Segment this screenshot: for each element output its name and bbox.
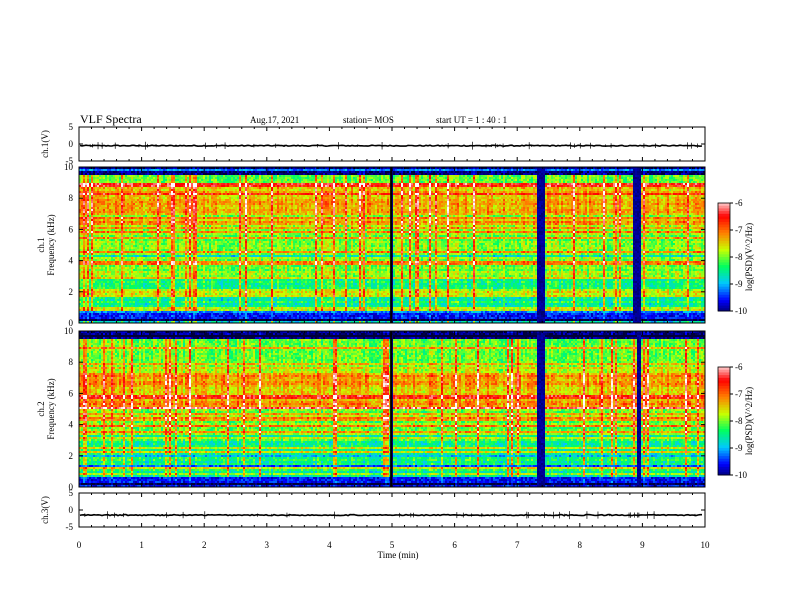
time-axis: 0 1 2 3 4 5 6 7 8 9 10 xyxy=(77,540,710,550)
x-axis-label: Time (min) xyxy=(378,550,419,560)
ch2-spectrogram-colorbar-tick-0: -6 xyxy=(735,362,743,372)
x-tick-6: 6 xyxy=(452,540,457,550)
ch2-colorbar: -6 -7 -8 -9 -10 log(PSD)(V^2/Hz) xyxy=(718,362,754,480)
ch2-spectrogram-ytick-1: 2 xyxy=(69,451,74,461)
ch2-spectrogram-channel-label: ch.2 xyxy=(36,401,46,416)
ch1-spectrogram-colorbar-tick-4: -10 xyxy=(735,306,747,316)
ch1-spectrogram-channel-label: ch.1 xyxy=(36,237,46,252)
ch3-waveform-ylabel: ch.3(V) xyxy=(40,496,50,524)
ch3-waveform-ytick-0: 5 xyxy=(69,488,74,498)
date-label: Aug.17, 2021 xyxy=(250,115,299,125)
ch3-waveform-panel: 5 0 -5 ch.3(V) xyxy=(40,488,705,532)
ch2-spectrogram-ylabel: Frequency (kHz) xyxy=(46,378,56,439)
x-tick-9: 9 xyxy=(640,540,645,550)
ch2-spectrogram-colorbar-label: log(PSD)(V^2/Hz) xyxy=(744,387,754,455)
ch2-spectrogram-gap-0 xyxy=(390,331,392,487)
ch2-spectrogram-cells xyxy=(79,331,705,487)
ch2-spectrogram-colorbar-tick-4: -10 xyxy=(735,470,747,480)
ch1-spectrogram-gap-0 xyxy=(390,167,392,323)
ch1-spectrogram-ylabel: Frequency (kHz) xyxy=(46,214,56,275)
x-tick-2: 2 xyxy=(202,540,207,550)
ch1-spectrogram-ytick-2: 4 xyxy=(69,256,74,266)
ch2-spectrogram-colorbar-tick-2: -8 xyxy=(735,416,743,426)
ch3-waveform-ytick-1: 0 xyxy=(69,505,74,515)
ch3-waveform-frame xyxy=(79,493,705,527)
vlf-figure: VLF Spectra Aug.17, 2021 station= MOS st… xyxy=(0,0,792,612)
x-tick-8: 8 xyxy=(578,540,583,550)
ch2-spectrogram-ytick-4: 8 xyxy=(69,357,74,367)
ch3-waveform-ytick-2: -5 xyxy=(66,522,74,532)
figure-title: VLF Spectra xyxy=(80,112,142,126)
ch1-spectrogram-colorbar-label: log(PSD)(V^2/Hz) xyxy=(744,223,754,291)
ch2-spectrogram-colorbar-tick-1: -7 xyxy=(735,389,743,399)
ch1-waveform-ylabel: ch.1(V) xyxy=(40,130,50,158)
x-tick-4: 4 xyxy=(327,540,332,550)
ch2-spectrogram-ytick-3: 6 xyxy=(69,388,74,398)
ch2-spectrogram-colorbar-tick-3: -9 xyxy=(735,443,743,453)
ch1-spectrogram-ytick-4: 8 xyxy=(69,193,74,203)
ch1-spectrogram-cells xyxy=(79,167,705,323)
ch1-spectrogram-colorbar-tick-0: -6 xyxy=(735,198,743,208)
ch1-spectrogram-ytick-1: 2 xyxy=(69,287,74,297)
station-label: station= MOS xyxy=(343,115,394,125)
start-time-label: start UT = 1 : 40 : 1 xyxy=(436,115,507,125)
ch1-colorbar: -6 -7 -8 -9 -10 log(PSD)(V^2/Hz) xyxy=(718,198,754,316)
x-tick-5: 5 xyxy=(390,540,395,550)
ch1-spectrogram-ytick-5: 10 xyxy=(64,162,74,172)
x-tick-0: 0 xyxy=(77,540,82,550)
x-tick-7: 7 xyxy=(515,540,520,550)
ch1-spectrogram-ytick-3: 6 xyxy=(69,224,74,234)
ch2-spectrogram-ytick-5: 10 xyxy=(64,326,74,336)
ch1-spectrogram-colorbar-tick-3: -9 xyxy=(735,279,743,289)
ch1-waveform-trace xyxy=(80,145,702,146)
ch1-spectrogram-colorbar-tick-2: -8 xyxy=(735,252,743,262)
x-tick-10: 10 xyxy=(701,540,711,550)
ch1-waveform-panel: 50-5ch.1(V) xyxy=(40,122,705,166)
ch1-waveform-ytick-0: 5 xyxy=(69,122,74,132)
x-tick-1: 1 xyxy=(139,540,144,550)
ch2-spectrogram-ytick-2: 4 xyxy=(69,420,74,430)
ch1-waveform-ytick-1: 0 xyxy=(69,139,74,149)
figure-header: VLF Spectra Aug.17, 2021 station= MOS st… xyxy=(80,112,507,126)
ch3-waveform-trace xyxy=(80,515,702,516)
x-tick-3: 3 xyxy=(265,540,270,550)
ch1-spectrogram-colorbar-tick-1: -7 xyxy=(735,225,743,235)
